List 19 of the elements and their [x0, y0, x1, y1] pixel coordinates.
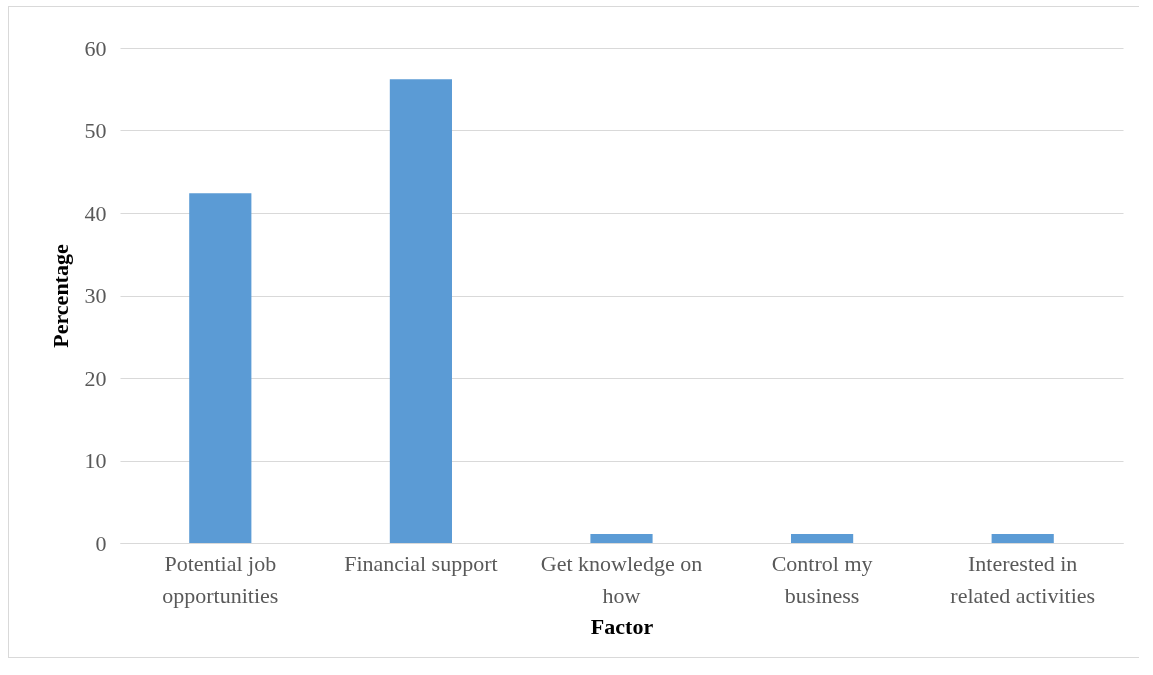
y-tick-label: 40: [84, 200, 107, 226]
x-axis-title: Factor: [590, 613, 654, 639]
bar: [389, 79, 452, 543]
bar: [791, 533, 854, 543]
bar: [590, 533, 653, 543]
x-tick-label: Potential job opportunities: [162, 550, 279, 608]
x-tick-label: Get knowledge on how: [540, 550, 703, 608]
y-axis-title: Percentage: [47, 244, 73, 348]
y-tick-label: 20: [84, 365, 107, 391]
bar: [991, 533, 1054, 543]
y-tick-label: 50: [84, 118, 107, 143]
y-tick-label: 0: [95, 530, 107, 556]
bar: [189, 193, 252, 543]
y-tick-label: 60: [84, 35, 107, 61]
y-tick-label: 10: [84, 448, 107, 473]
x-tick-label: Financial support: [344, 550, 498, 576]
y-tick-label: 30: [84, 283, 107, 308]
x-tick-label: Interested in related activities: [950, 550, 1096, 608]
x-tick-label: Control my business: [771, 550, 873, 608]
